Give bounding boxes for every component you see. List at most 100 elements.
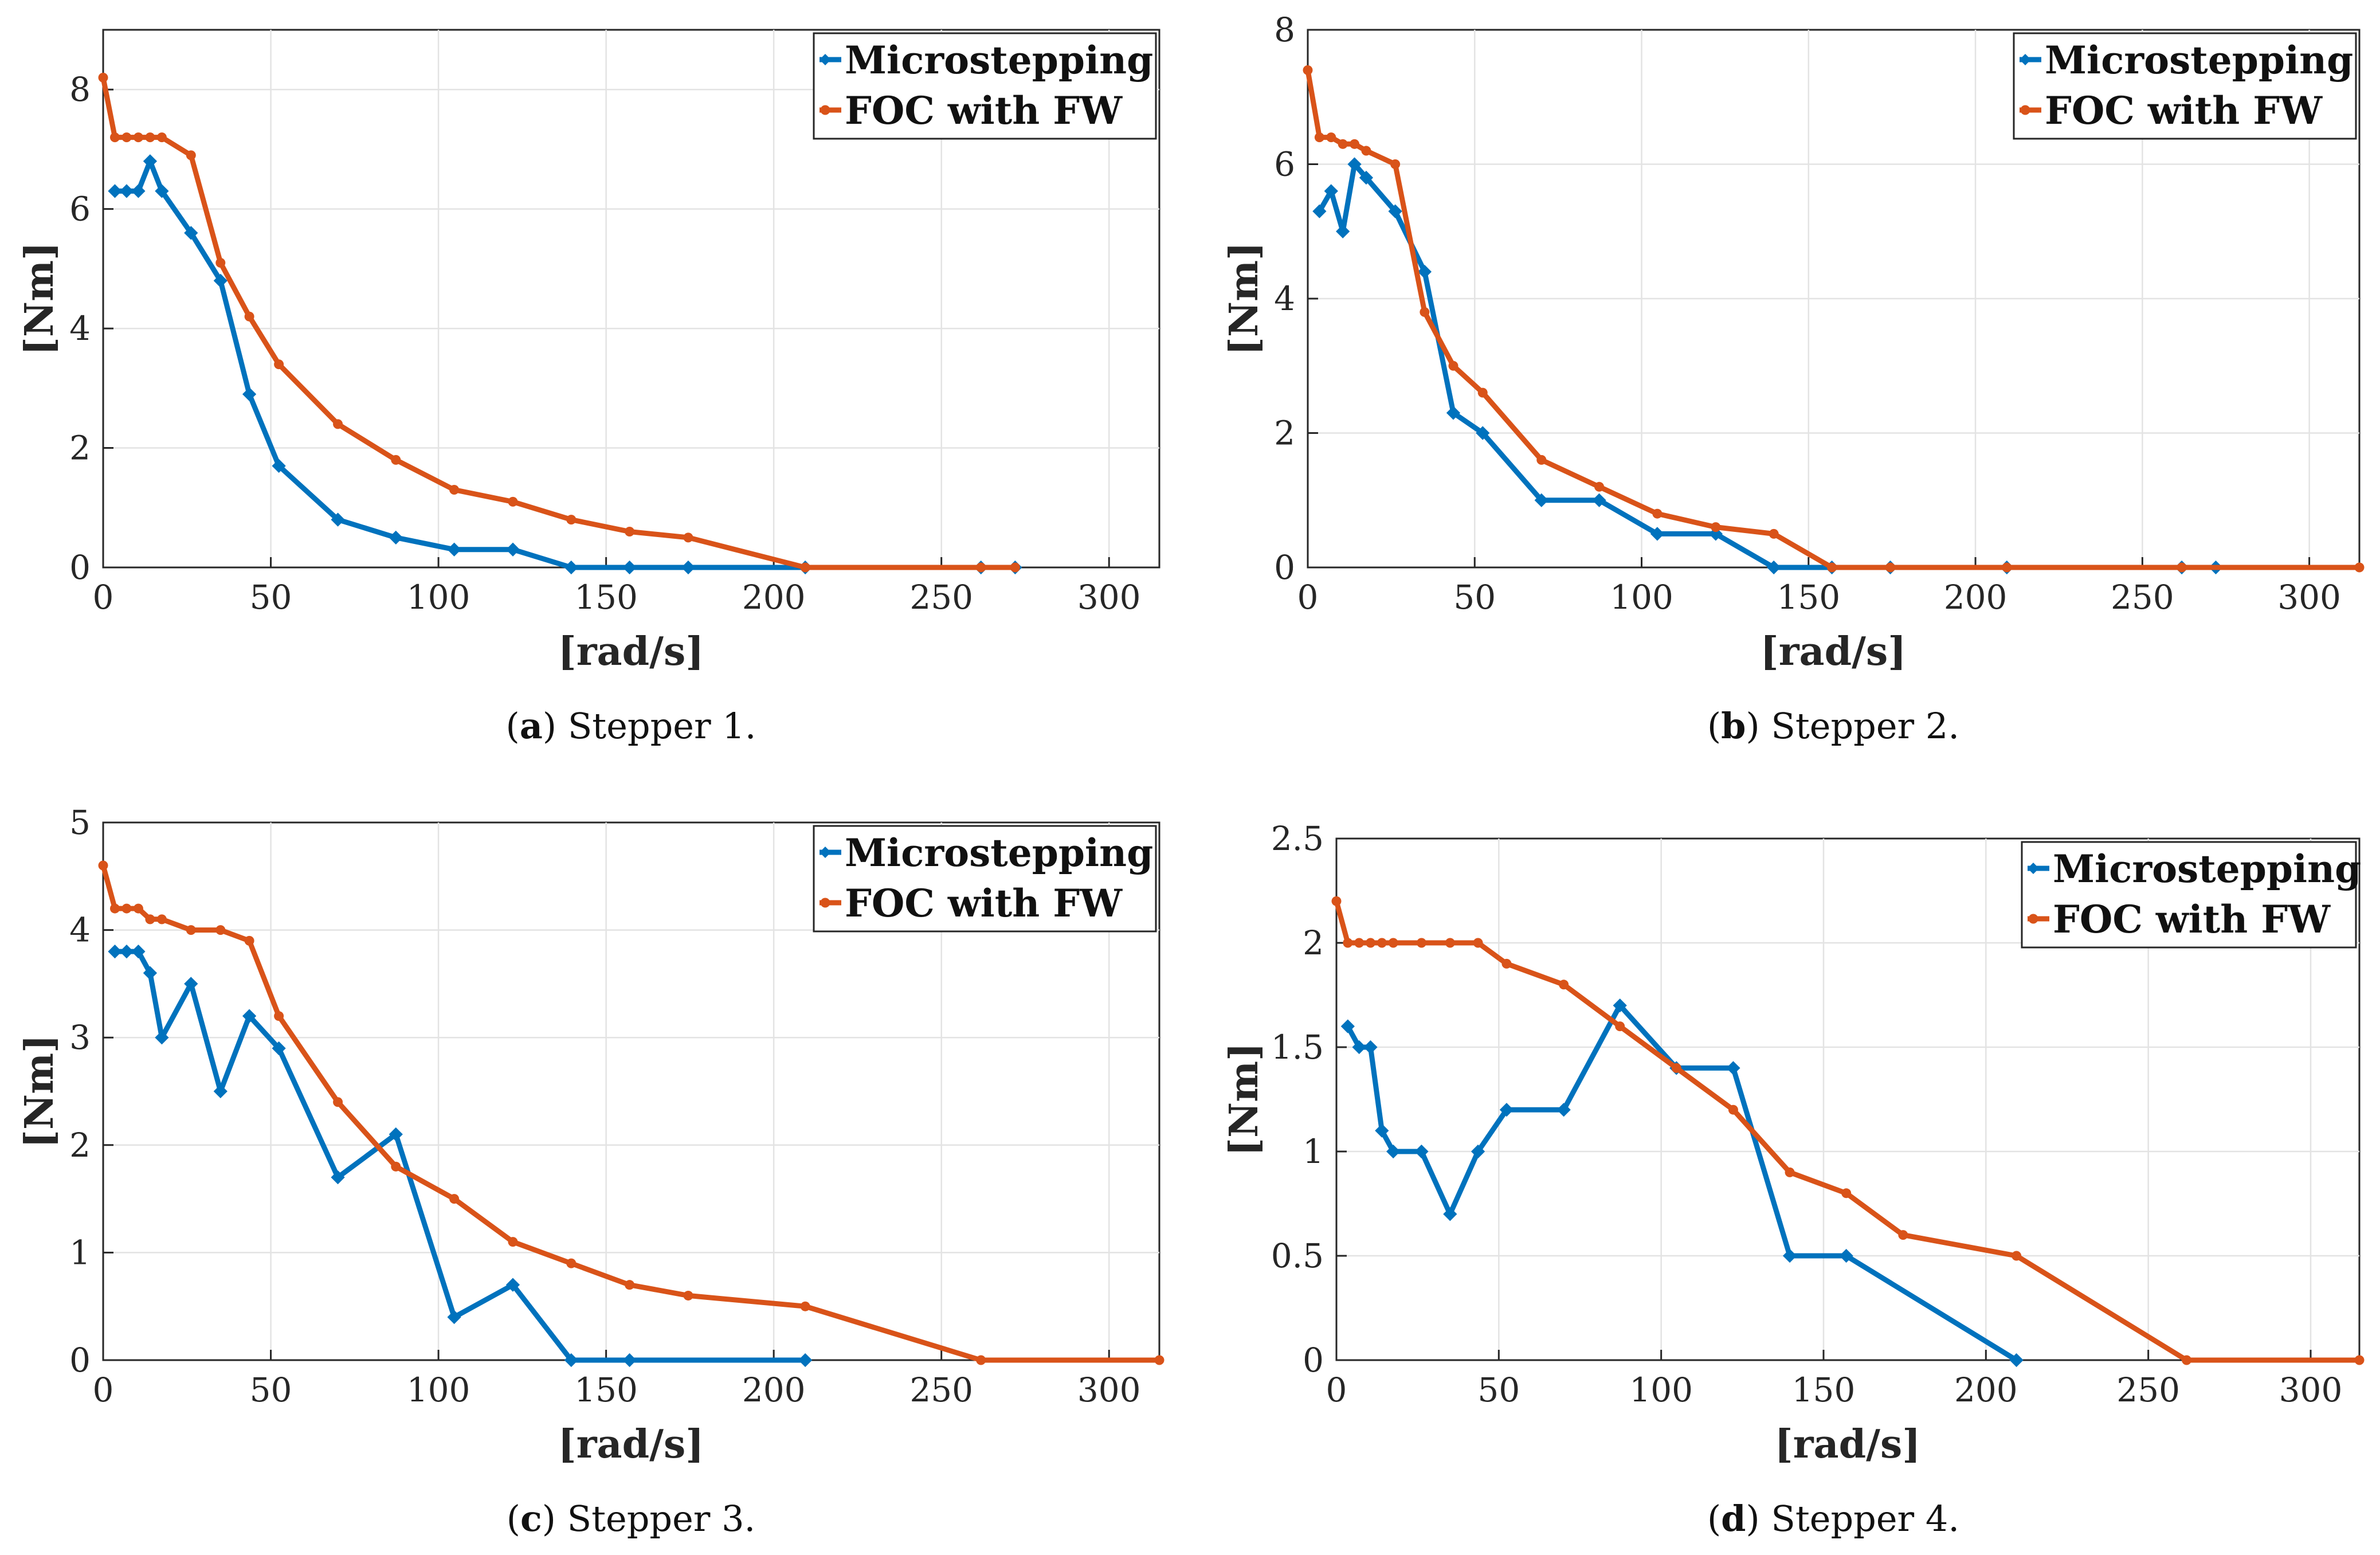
foc-with-fw-point	[1354, 938, 1365, 948]
microstepping-point	[1359, 170, 1374, 185]
microstepping-point	[1471, 1144, 1485, 1159]
x-tick-label: 150	[574, 578, 638, 617]
legend-swatch-marker	[2028, 914, 2038, 924]
microstepping-point	[184, 977, 198, 991]
foc-with-fw-point	[215, 257, 226, 268]
foc-with-fw-point	[1350, 139, 1360, 149]
y-tick-label: 4	[69, 911, 91, 950]
foc-with-fw-point	[156, 914, 167, 925]
microstepping-line	[1345, 1002, 2020, 1363]
microstepping-point	[1363, 1040, 1378, 1055]
x-tick-label: 50	[1477, 1370, 1520, 1409]
foc-with-fw-point	[1728, 1104, 1738, 1115]
x-ticks-a: 0 50 100 150 200 250 300	[93, 557, 1141, 617]
legend-box	[2021, 841, 2357, 949]
foc-with-fw-point	[391, 1161, 401, 1172]
microstepping-point	[389, 1127, 403, 1142]
microstepping-point	[447, 1310, 461, 1325]
legend-swatch-marker	[820, 105, 830, 115]
foc-with-fw-point	[449, 485, 460, 495]
microstepping-point	[1386, 1144, 1401, 1159]
foc-with-fw-point	[976, 562, 986, 573]
y-tick-label: 0	[1303, 1341, 1324, 1380]
foc-with-fw-point	[1536, 455, 1547, 465]
microstepping-point	[155, 184, 169, 198]
foc-with-fw-point	[98, 860, 108, 871]
foc-with-fw-point	[2354, 1355, 2365, 1365]
microstepping-point	[184, 226, 198, 240]
microstepping-point	[564, 1353, 578, 1368]
y-tick-label: 0	[69, 548, 91, 587]
foc-with-fw-point	[1615, 1021, 1625, 1032]
foc-with-fw-point	[1671, 1063, 1681, 1073]
foc-with-fw-point	[1827, 562, 1837, 573]
microstepping-point	[798, 1353, 813, 1368]
foc-with-fw-point	[1420, 307, 1430, 317]
foc-with-fw-point	[1010, 562, 1020, 573]
foc-with-fw-point	[1841, 1188, 1852, 1198]
foc-with-fw-point	[1390, 159, 1401, 169]
foc-with-fw-point	[1885, 562, 1896, 573]
microstepping-point	[1324, 184, 1338, 198]
microstepping-point	[272, 1041, 286, 1056]
x-tick-label: 300	[1077, 578, 1141, 617]
x-tick-label: 200	[742, 1370, 806, 1409]
x-axis-label-a: [rad/s]	[558, 629, 704, 675]
y-tick-label: 1	[69, 1233, 91, 1272]
x-tick-label: 100	[407, 1370, 470, 1409]
y-tick-label: 2	[69, 429, 91, 468]
legend-a: Microstepping FOC with FW	[813, 32, 1157, 140]
legend-box	[813, 825, 1157, 933]
microstepping-point	[505, 1278, 520, 1292]
x-tick-label: 0	[1297, 578, 1319, 617]
series-d	[1331, 896, 2365, 1368]
legend-label: Microstepping	[845, 831, 1153, 875]
x-tick-label: 150	[1792, 1370, 1856, 1409]
foc-with-fw-point	[2354, 562, 2365, 573]
foc-with-fw-point	[2012, 1251, 2022, 1261]
foc-with-fw-point	[2177, 562, 2187, 573]
microstepping-point	[1375, 1123, 1389, 1138]
x-tick-label: 0	[1326, 1370, 1347, 1409]
panel-d: 0 50 100 150 200 250 300 00.511.522.5 [rad/s] …	[1221, 819, 2365, 1540]
series-a	[98, 72, 1022, 575]
foc-with-fw-point	[1559, 980, 1569, 990]
x-ticks-d: 0 50 100 150 200 250 300	[1326, 1350, 2342, 1409]
foc-with-fw-point	[800, 562, 810, 573]
legend-label: FOC with FW	[845, 881, 1123, 926]
legend-label: Microstepping	[2053, 847, 2361, 891]
y-tick-label: 6	[1274, 145, 1295, 184]
foc-with-fw-point	[186, 925, 196, 935]
foc-with-fw-point	[566, 1258, 577, 1268]
microstepping-point	[131, 944, 146, 959]
microstepping-point	[447, 542, 461, 557]
microstepping-point	[331, 512, 345, 527]
microstepping-point	[1650, 527, 1665, 541]
microstepping-point	[143, 966, 158, 980]
foc-with-fw-point	[244, 935, 254, 946]
foc-with-fw-point	[683, 532, 693, 543]
foc-with-fw-point	[1652, 508, 1663, 519]
x-tick-label: 250	[2116, 1370, 2180, 1409]
x-tick-label: 100	[1629, 1370, 1693, 1409]
foc-with-fw-point	[186, 150, 196, 160]
microstepping-point	[242, 387, 257, 401]
foc-with-fw-point	[121, 132, 132, 143]
microstepping-point	[213, 273, 228, 288]
legend-c: Microstepping FOC with FW	[813, 825, 1157, 933]
foc-with-fw-point	[1769, 528, 1779, 539]
y-axis-label-b: [Nm]	[1221, 242, 1267, 355]
foc-with-fw-point	[1473, 938, 1483, 948]
y-tick-label: 4	[1274, 279, 1295, 318]
foc-with-fw-point	[508, 1237, 518, 1247]
y-tick-label: 8	[1274, 10, 1295, 49]
series-b	[1303, 65, 2365, 575]
foc-with-fw-point	[1445, 938, 1455, 948]
y-tick-label: 8	[69, 70, 91, 109]
microstepping-point	[1352, 1040, 1366, 1055]
foc-with-fw-point	[244, 311, 254, 322]
x-tick-label: 300	[2277, 578, 2341, 617]
foc-with-fw-point	[625, 1280, 635, 1290]
x-axis-label-d: [rad/s]	[1775, 1421, 1921, 1467]
microstepping-point	[2009, 1353, 2024, 1368]
